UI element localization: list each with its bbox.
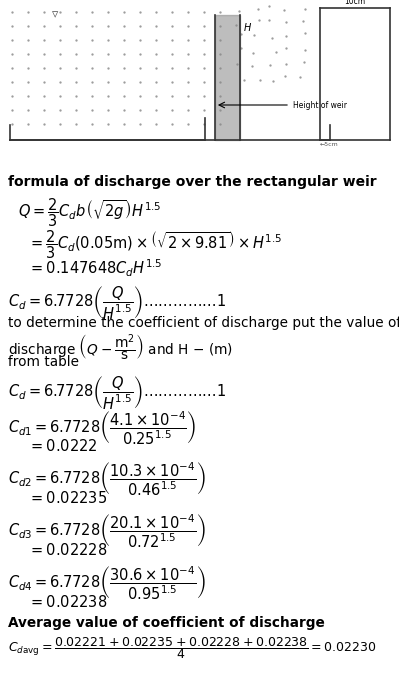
Text: $C_d = 6.7728\left(\dfrac{Q}{H^{1.5}}\right)\ldots\ldots\ldots\ldots\ldots 1$: $C_d = 6.7728\left(\dfrac{Q}{H^{1.5}}\ri… <box>8 285 226 322</box>
Polygon shape <box>215 15 240 140</box>
Text: $= 0.02238$: $= 0.02238$ <box>28 594 107 610</box>
Text: Average value of coefficient of discharge: Average value of coefficient of discharg… <box>8 616 325 630</box>
Text: formula of discharge over the rectangular weir: formula of discharge over the rectangula… <box>8 175 377 189</box>
Text: $C_{d4} = 6.7728\left(\dfrac{30.6 \times 10^{-4}}{0.95^{1.5}}\right)$: $C_{d4} = 6.7728\left(\dfrac{30.6 \times… <box>8 564 206 602</box>
Text: ←5cm: ←5cm <box>320 142 339 147</box>
Text: $= \dfrac{2}{3}C_d(0.05\mathrm{m}) \times \left(\sqrt{2 \times 9.81}\right) \tim: $= \dfrac{2}{3}C_d(0.05\mathrm{m}) \time… <box>28 228 282 260</box>
Text: $= 0.147648C_d H^{1.5}$: $= 0.147648C_d H^{1.5}$ <box>28 258 162 279</box>
Text: 10cm: 10cm <box>344 0 365 6</box>
Text: $C_{d3} = 6.7728\left(\dfrac{20.1 \times 10^{-4}}{0.72^{1.5}}\right)$: $C_{d3} = 6.7728\left(\dfrac{20.1 \times… <box>8 512 206 550</box>
Text: from table: from table <box>8 355 79 369</box>
Text: $C_{d2} = 6.7728\left(\dfrac{10.3 \times 10^{-4}}{0.46^{1.5}}\right)$: $C_{d2} = 6.7728\left(\dfrac{10.3 \times… <box>8 460 206 498</box>
Text: $Q = \dfrac{2}{3}C_d b\left(\sqrt{2g}\right)H^{1.5}$: $Q = \dfrac{2}{3}C_d b\left(\sqrt{2g}\ri… <box>18 196 162 229</box>
Text: $C_{d1} = 6.7728\left(\dfrac{4.1 \times 10^{-4}}{0.25^{1.5}}\right)$: $C_{d1} = 6.7728\left(\dfrac{4.1 \times … <box>8 409 196 447</box>
Text: $= 0.0222$: $= 0.0222$ <box>28 438 98 454</box>
Text: $= 0.02228$: $= 0.02228$ <box>28 542 107 558</box>
Text: $C_{d\mathrm{avg}} = \dfrac{0.02221+0.02235+0.02228+0.02238}{4} = 0.02230$: $C_{d\mathrm{avg}} = \dfrac{0.02221+0.02… <box>8 635 377 661</box>
Text: $\triangledown$: $\triangledown$ <box>51 8 59 21</box>
Text: to determine the coefficient of discharge put the value of: to determine the coefficient of discharg… <box>8 316 399 330</box>
Text: H: H <box>244 23 251 33</box>
Text: discharge $\left(Q - \dfrac{\mathrm{m}^2}{\mathrm{s}}\right)$ and H $-$ (m): discharge $\left(Q - \dfrac{\mathrm{m}^2… <box>8 332 233 363</box>
Text: $= 0.02235$: $= 0.02235$ <box>28 490 107 506</box>
Text: Height of weir: Height of weir <box>293 101 347 109</box>
Text: $C_d = 6.7728\left(\dfrac{Q}{H^{1.5}}\right)\ldots\ldots\ldots\ldots\ldots 1$: $C_d = 6.7728\left(\dfrac{Q}{H^{1.5}}\ri… <box>8 375 226 412</box>
